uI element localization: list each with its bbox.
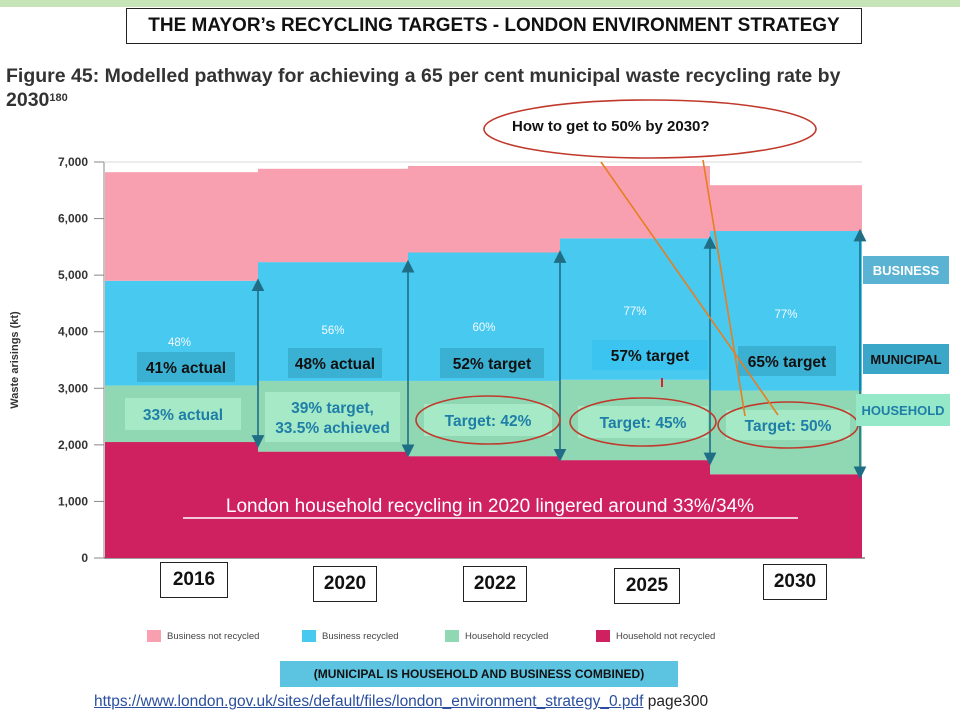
y-tick-label: 3,000	[58, 381, 88, 395]
legend-swatch	[147, 630, 161, 642]
municipal-rate-label: 77%	[774, 309, 797, 321]
municipal-rate-label: 56%	[321, 325, 344, 337]
year-label: 2030	[763, 564, 827, 600]
pointer-line	[702, 159, 746, 417]
municipal-rate-label: 60%	[472, 322, 495, 334]
municipal-label-box	[592, 340, 708, 370]
y-tick-label: 2,000	[58, 438, 88, 452]
bar-segment	[105, 442, 258, 558]
municipal-label: 48% actual	[295, 356, 375, 373]
y-tick-label: 0	[81, 551, 88, 565]
household-label: 33% actual	[143, 407, 223, 424]
pointer-line	[600, 161, 779, 416]
legend-label: Business not recycled	[167, 630, 260, 642]
year-label: 2020	[313, 566, 377, 602]
y-tick-label: 5,000	[58, 268, 88, 282]
legend-swatch	[596, 630, 610, 642]
household-label: Target: 50%	[745, 418, 832, 435]
band-label: MUNICIPAL	[870, 352, 941, 367]
top-accent-bar	[0, 0, 960, 7]
bar-segment	[710, 474, 862, 558]
municipal-label-box	[738, 346, 836, 376]
legend-swatch	[302, 630, 316, 642]
household-label: 39% target,	[291, 400, 374, 417]
y-axis-label: Waste arisings (kt)	[9, 311, 21, 409]
target-circle	[415, 395, 561, 445]
household-label-box	[726, 410, 850, 440]
question-callout-text: How to get to 50% by 2030?	[512, 118, 710, 135]
chart-annotation: London household recycling in 2020 linge…	[226, 496, 754, 517]
legend-item: Household not recycled	[596, 630, 715, 642]
bar-segment	[560, 460, 710, 558]
household-label: Target: 45%	[600, 415, 687, 432]
bar-segment	[105, 172, 258, 281]
band-label-box	[856, 394, 950, 426]
household-label: 33.5% achieved	[275, 420, 390, 437]
year-label: 2016	[160, 562, 228, 598]
bar-segment	[560, 165, 710, 239]
bar-segment	[710, 185, 862, 232]
municipal-label: 57% target	[611, 348, 689, 365]
band-label-box	[863, 344, 949, 374]
target-circle	[569, 397, 717, 447]
municipal-label-box	[440, 348, 544, 378]
municipal-label: 41% actual	[146, 360, 226, 377]
legend-swatch	[445, 630, 459, 642]
y-tick-label: 1,000	[58, 494, 88, 508]
figure-title-footnote-ref: 180	[49, 92, 68, 104]
household-label-box	[265, 392, 400, 442]
household-label-box	[424, 404, 552, 436]
legend-item: Household recycled	[445, 630, 548, 642]
question-ellipse	[483, 99, 817, 159]
municipal-rate-label: 48%	[168, 337, 191, 349]
legend-item: Business recycled	[302, 630, 399, 642]
bar-segment	[258, 168, 408, 263]
household-label-box	[125, 398, 241, 430]
slide-title: THE MAYOR’s RECYCLING TARGETS - LONDON E…	[126, 8, 862, 44]
bar-segment	[258, 451, 408, 558]
household-label: Target: 42%	[445, 413, 532, 430]
figure-title-text: Figure 45: Modelled pathway for achievin…	[6, 65, 841, 111]
municipal-label-box	[288, 348, 382, 378]
source-page: page300	[643, 693, 709, 710]
household-label-box	[578, 406, 708, 438]
y-tick-label: 7,000	[58, 155, 88, 169]
band-label: BUSINESS	[873, 263, 940, 278]
municipal-label: 65% target	[748, 354, 826, 371]
year-label: 2022	[463, 566, 527, 602]
legend-label: Household recycled	[465, 630, 549, 642]
legend-item: Business not recycled	[147, 630, 259, 642]
bar-segment	[408, 165, 560, 253]
municipal-label-box	[137, 352, 235, 382]
source-link[interactable]: https://www.london.gov.uk/sites/default/…	[94, 693, 644, 710]
source-line: https://www.london.gov.uk/sites/default/…	[94, 693, 708, 711]
legend-label: Business recycled	[322, 630, 399, 642]
bar-segment	[408, 456, 560, 558]
y-tick-label: 6,000	[58, 212, 88, 226]
band-label: HOUSEHOLD	[861, 403, 944, 418]
municipal-label: 52% target	[453, 356, 531, 373]
year-label: 2025	[614, 568, 680, 604]
band-label-box	[863, 256, 949, 284]
y-tick-label: 4,000	[58, 325, 88, 339]
municipal-footnote: (MUNICIPAL IS HOUSEHOLD AND BUSINESS COM…	[280, 661, 678, 687]
municipal-rate-label: 77%	[623, 306, 646, 318]
legend-label: Household not recycled	[616, 630, 716, 642]
figure-title: Figure 45: Modelled pathway for achievin…	[6, 64, 886, 112]
